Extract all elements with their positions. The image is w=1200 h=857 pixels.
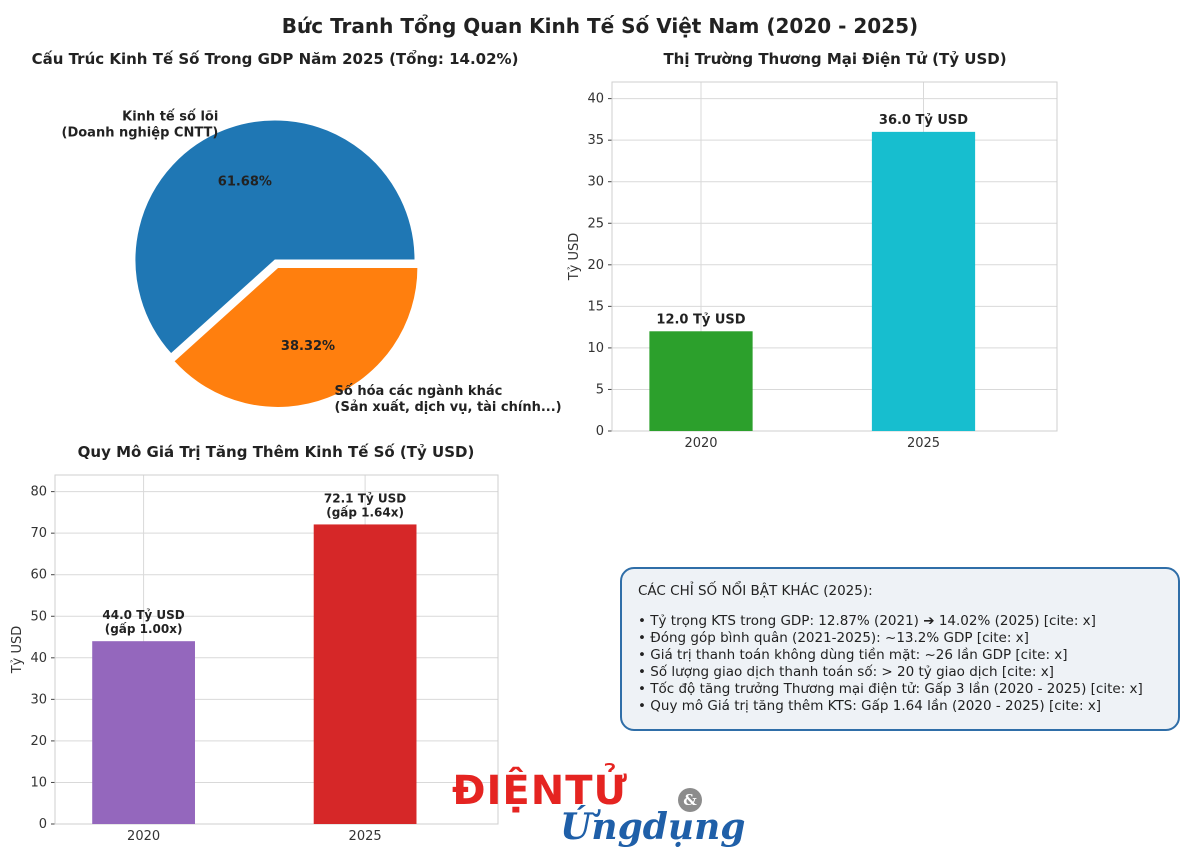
highlight-item: Quy mô Giá trị tăng thêm KTS: Gấp 1.64 l…	[638, 698, 1162, 715]
highlight-item: Đóng góp bình quân (2021-2025): ~13.2% G…	[638, 630, 1162, 647]
pie-slice	[173, 266, 419, 408]
pie-chart: 61.68% Kinh tế số lõi (Doanh nghiệp CNTT) 3…	[62, 110, 562, 415]
y-tick-label: 40	[30, 651, 47, 666]
pie-slice	[134, 119, 416, 355]
y-axis-label: Tỷ USD	[10, 626, 25, 675]
highlights-list: Tỷ trọng KTS trong GDP: 12.87% (2021) ➔ …	[638, 613, 1162, 715]
y-tick-label: 80	[30, 485, 47, 500]
ecommerce-chart-title: Thị Trường Thương Mại Điện Tử (Tỷ USD)	[663, 50, 1007, 68]
bar-data-label: 72.1 Tỷ USD	[324, 491, 406, 505]
highlight-item: Tốc độ tăng trưởng Thương mại điện tử: G…	[638, 681, 1162, 698]
y-tick-label: 70	[30, 526, 47, 541]
x-tick-label: 2020	[684, 436, 717, 451]
bar	[92, 641, 195, 824]
y-tick-label: 20	[587, 258, 604, 273]
y-tick-label: 0	[39, 817, 47, 832]
y-tick-label: 10	[587, 341, 604, 356]
value-added-bar-chart: 0 10 20 30 40 50 60 70 80 44.0 Tỷ USD(gấp 1.00x) 2…	[10, 474, 499, 844]
highlights-header: CÁC CHỈ SỐ NỔI BẬT KHÁC (2025):	[638, 583, 873, 599]
y-tick-label: 20	[30, 734, 47, 749]
y-tick-label: 10	[30, 775, 47, 790]
highlight-item: Tỷ trọng KTS trong GDP: 12.87% (2021) ➔ …	[638, 613, 1162, 630]
x-tick-label: 2025	[907, 436, 940, 451]
highlights-box: CÁC CHỈ SỐ NỔI BẬT KHÁC (2025): Tỷ trọng…	[620, 567, 1180, 731]
y-tick-label: 30	[587, 175, 604, 190]
pie-outer-label: Kinh tế số lõi (Doanh nghiệp CNTT)	[62, 110, 219, 141]
logo-line1: ĐIỆNTỬ	[452, 768, 628, 814]
y-tick-label: 0	[596, 424, 604, 439]
bar-data-label: 12.0 Tỷ USD	[656, 312, 745, 327]
bar-data-label: 36.0 Tỷ USD	[879, 113, 968, 128]
page-title: Bức Tranh Tổng Quan Kinh Tế Số Việt Nam …	[281, 14, 919, 38]
bar-data-label: (gấp 1.64x)	[326, 505, 404, 519]
y-tick-label: 15	[587, 299, 604, 314]
pie-pct-label: 61.68%	[218, 175, 272, 190]
y-tick-label: 25	[587, 216, 604, 231]
bar	[871, 131, 976, 431]
pie-outer-label: Số hóa các ngành khác (Sản xuất, dịch vụ,…	[335, 384, 562, 415]
pie-pct-label: 38.32%	[281, 339, 335, 354]
x-tick-label: 2020	[127, 829, 160, 844]
x-tick-label: 2025	[349, 829, 382, 844]
bar	[649, 331, 753, 431]
bar-data-label: 44.0 Tỷ USD	[102, 608, 184, 622]
plot-frame	[611, 81, 1058, 432]
highlight-item: Giá trị thanh toán không dùng tiền mặt: …	[638, 647, 1162, 664]
y-axis-label: Tỷ USD	[567, 233, 582, 282]
highlight-item: Số lượng giao dịch thanh toán số: > 20 t…	[638, 664, 1162, 681]
logo-ampersand: &	[678, 788, 702, 812]
y-tick-label: 5	[596, 382, 604, 397]
plot-frame	[54, 474, 499, 825]
logo-line2: Ứngdụng	[560, 806, 746, 848]
y-tick-label: 30	[30, 692, 47, 707]
pie-chart-title: Cấu Trúc Kinh Tế Số Trong GDP Năm 2025 (…	[31, 50, 519, 68]
value-added-chart-title: Quy Mô Giá Trị Tăng Thêm Kinh Tế Số (Tỷ …	[77, 443, 475, 461]
y-tick-label: 60	[30, 568, 47, 583]
y-tick-label: 35	[587, 133, 604, 148]
y-tick-label: 50	[30, 609, 47, 624]
logo: ĐIỆNTỬ & Ứngdụng	[452, 768, 752, 854]
y-tick-label: 40	[587, 92, 604, 107]
bar	[313, 524, 417, 824]
bar-data-label: (gấp 1.00x)	[105, 622, 183, 636]
